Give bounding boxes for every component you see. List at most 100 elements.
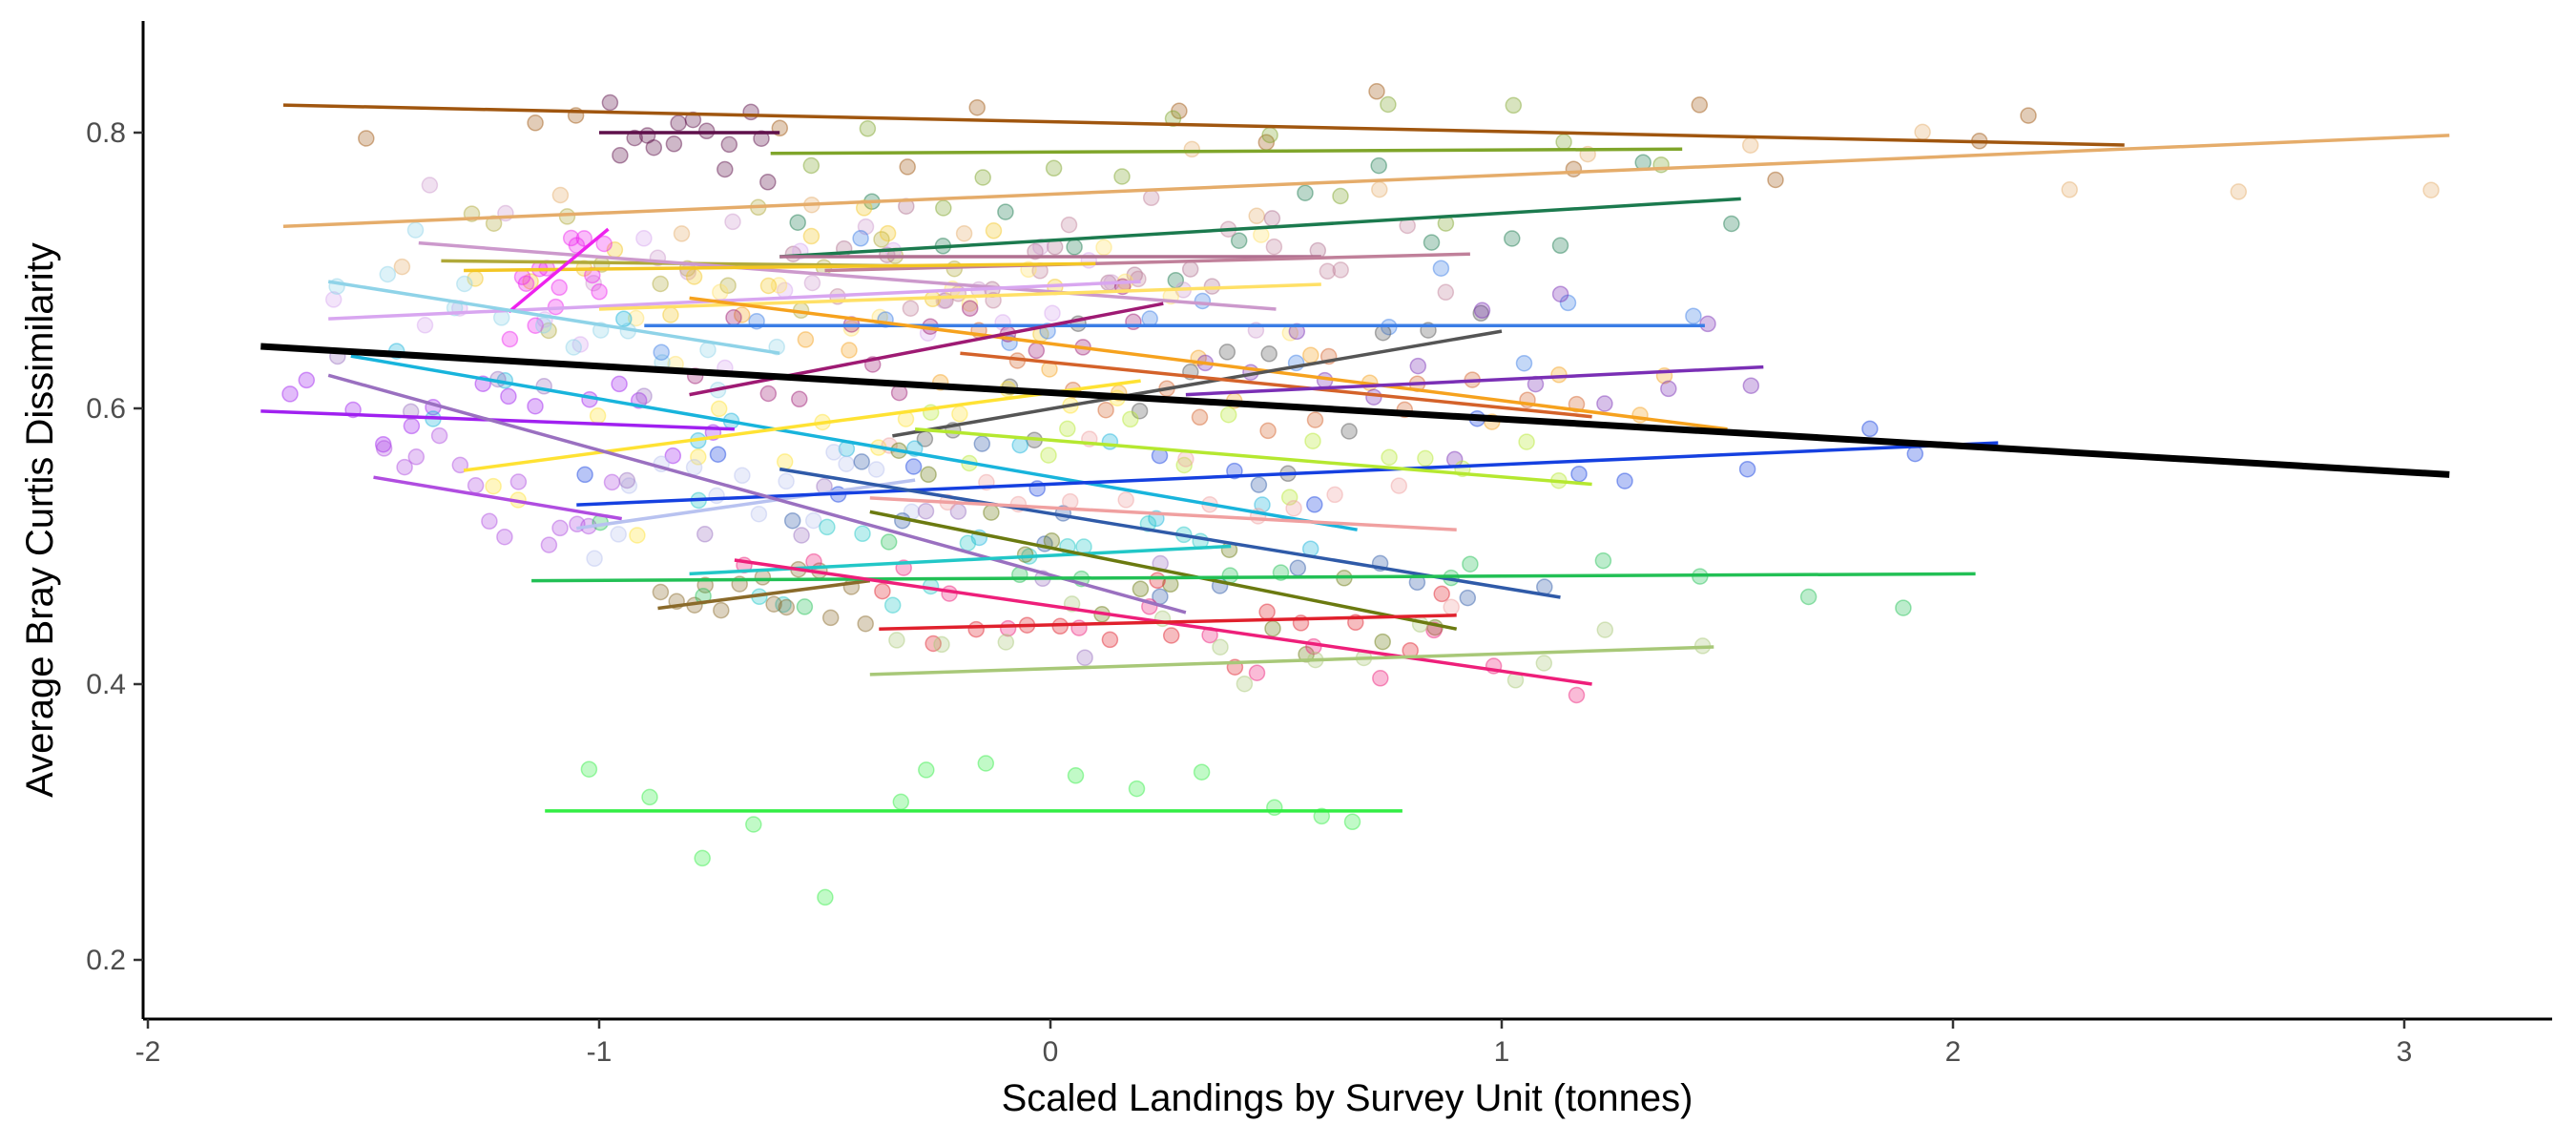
data-point [575,230,593,247]
data-point [1258,603,1276,621]
group-fit-line [327,373,1187,614]
group-fit-line [327,280,780,355]
x-tick-label: 0 [1043,1036,1059,1068]
data-point [591,283,608,301]
data-point [803,274,821,292]
data-point [1117,491,1134,509]
data-point [673,225,691,242]
data-point [1280,489,1298,506]
group-fit-line [463,379,1141,472]
group-fit-line [418,240,1277,311]
data-point [1248,207,1265,225]
data-point [1263,210,1281,227]
data-point [1260,345,1278,363]
data-point [712,283,729,302]
group-fit-line [282,134,2450,229]
data-point [540,536,558,553]
data-point [421,177,439,194]
data-point [879,224,897,242]
data-point [374,435,392,453]
data-point [1535,655,1553,672]
data-point [565,339,583,356]
data-point [1122,410,1139,428]
data-point [2422,181,2440,198]
group-fit-line [689,544,1232,576]
data-point [1368,83,1385,100]
data-point [1568,686,1586,704]
group-fit-line [960,351,1592,419]
data-point [713,601,730,619]
data-point [770,277,788,294]
data-point [396,458,413,476]
data-point [775,595,792,614]
data-point [778,598,796,616]
data-point [999,619,1017,637]
data-point [1433,585,1450,603]
data-point [645,138,663,156]
data-point [2230,183,2248,200]
data-point [509,473,528,490]
overall-fit-line [260,343,2450,478]
data-point [797,331,815,348]
data-point [1550,366,1568,384]
data-point [1409,357,1427,375]
data-point [1723,215,1740,233]
data-point [1162,627,1180,644]
data-point [1264,619,1281,637]
data-point [1462,555,1479,572]
data-point [745,816,762,833]
data-point [551,186,570,204]
data-point [1390,477,1408,494]
data-point [485,477,502,495]
data-point [967,620,985,638]
data-point [1298,646,1315,663]
data-point [589,407,607,425]
data-point [725,309,742,326]
data-point [1371,180,1388,198]
data-point [1032,238,1049,256]
data-point [977,755,995,772]
x-ticks-layer: -2 -1 0 1 2 3 [135,1019,2412,1068]
data-point [1340,423,1358,440]
data-point [635,230,653,247]
data-point [1799,588,1818,606]
data-point [1374,323,1392,342]
group-fit-line [598,282,1321,311]
data-point [601,94,619,112]
data-point [1505,96,1523,114]
data-point [1183,140,1201,158]
data-point [358,130,375,147]
data-point [1319,262,1337,281]
data-point [1164,110,1182,128]
data-point [1660,380,1677,398]
data-point [694,849,711,867]
data-point [595,235,613,253]
data-point [1381,448,1398,466]
data-point [324,291,343,308]
data-point [540,322,557,340]
data-point [1551,285,1569,302]
data-point [724,213,741,231]
data-point [1741,136,1759,154]
data-point [618,471,636,489]
data-point [924,635,942,653]
data-point [527,114,544,132]
group-fit-line [373,475,622,521]
data-point [796,598,814,615]
data-point [1248,664,1266,681]
data-point [1131,402,1149,420]
data-point [670,114,687,132]
group-fit-line [282,103,2125,147]
data-point [778,472,795,490]
x-axis-title: Scaled Landings by Survey Unit (tonnes) [1002,1077,1693,1119]
data-point [1236,675,1254,693]
data-point [1616,472,1633,489]
data-point [920,466,937,484]
data-point [662,306,679,323]
data-point [580,760,598,778]
data-point [1191,408,1209,427]
data-point [1218,344,1236,361]
data-point [1372,670,1389,687]
group-fit-line [576,441,1999,507]
data-point [585,274,602,292]
